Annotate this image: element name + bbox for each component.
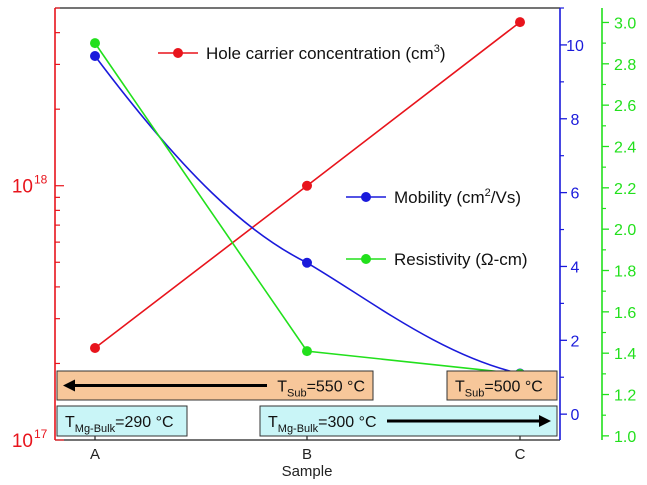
legend-label: Hole carrier concentration (cm3): [206, 43, 446, 63]
annotation-label: TSub=550 °C: [277, 379, 365, 400]
far-right-tick-label: 2.6: [614, 98, 636, 115]
annotation-box: [56, 405, 188, 437]
x-axis-label: Sample: [282, 463, 333, 480]
far-right-tick-label: 1.6: [614, 305, 636, 322]
arrow-left-head: [63, 379, 75, 392]
right-tick-label: 4: [571, 259, 580, 276]
x-tick-label: C: [515, 446, 526, 463]
series-line-2: [94, 42, 521, 375]
right-tick-label: 8: [571, 112, 580, 129]
far-right-tick-label: 2.4: [614, 139, 636, 156]
far-right-tick-label: 2.2: [614, 181, 636, 198]
annotation-label: TMg-Bulk=300 °C: [268, 414, 377, 435]
left-tick-label: 10: [12, 177, 33, 198]
left-tick-exponent: 18: [34, 173, 48, 187]
series-marker-0: [302, 180, 312, 191]
far-right-tick-label: 1.8: [614, 264, 636, 281]
left-tick-label: 10: [12, 431, 33, 452]
series-marker-0: [515, 17, 525, 28]
left-tick-exponent: 17: [34, 427, 48, 441]
legend-label: Mobility (cm2/Vs): [394, 187, 521, 207]
series-marker-1: [302, 257, 312, 268]
legend-marker: [361, 254, 371, 264]
far-right-tick-label: 2.0: [614, 222, 636, 239]
annotation-label: TSub=500 °C: [455, 379, 543, 400]
series-marker-0: [90, 343, 100, 354]
legend-label: Resistivity (Ω-cm): [394, 250, 528, 269]
legend-marker: [361, 192, 371, 202]
legend-marker: [173, 48, 183, 58]
far-right-tick-label: 2.8: [614, 57, 636, 74]
series-marker-2: [90, 38, 100, 49]
x-tick-label: A: [90, 446, 100, 463]
far-right-tick-label: 1.0: [614, 429, 636, 446]
right-tick-label: 0: [571, 407, 580, 424]
far-right-tick-label: 1.4: [614, 346, 636, 363]
annotation-box: [446, 370, 558, 401]
series-marker-2: [302, 346, 312, 357]
x-tick-label: B: [302, 446, 312, 463]
annotation-label: TMg-Bulk=290 °C: [65, 414, 174, 435]
far-right-tick-label: 3.0: [614, 15, 636, 32]
right-tick-label: 10: [566, 38, 584, 55]
right-tick-label: 6: [571, 186, 580, 203]
series-line-1: [94, 55, 521, 375]
right-tick-label: 2: [571, 333, 580, 350]
far-right-tick-label: 1.2: [614, 388, 636, 405]
arrow-right-head: [539, 415, 551, 427]
series-marker-1: [90, 51, 100, 61]
